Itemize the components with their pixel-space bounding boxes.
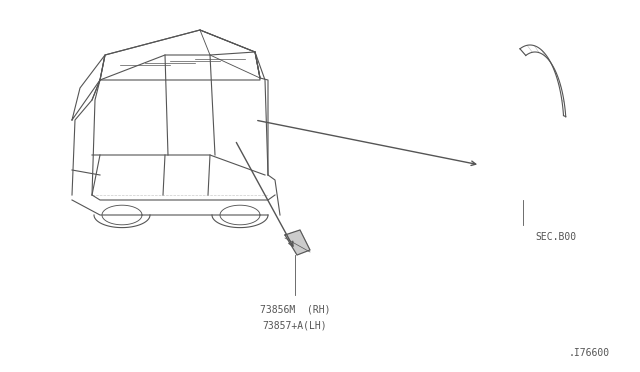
Polygon shape: [285, 230, 310, 255]
Text: .I76600: .I76600: [569, 348, 610, 358]
Text: SEC.B00: SEC.B00: [535, 232, 576, 242]
Text: 73857+A(LH): 73857+A(LH): [262, 320, 327, 330]
Text: 73856M  (RH): 73856M (RH): [260, 305, 330, 315]
